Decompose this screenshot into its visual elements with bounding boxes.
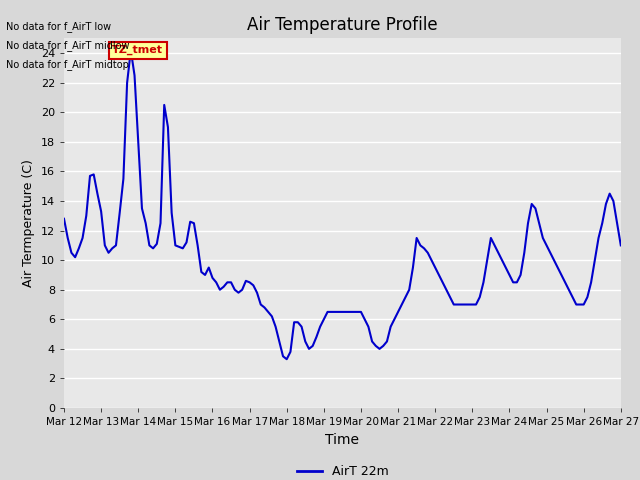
Legend: AirT 22m: AirT 22m [292, 460, 393, 480]
X-axis label: Time: Time [325, 432, 360, 446]
Text: TZ_tmet: TZ_tmet [112, 45, 163, 56]
Text: No data for f_AirT midlow: No data for f_AirT midlow [6, 40, 130, 51]
Y-axis label: Air Termperature (C): Air Termperature (C) [22, 159, 35, 287]
Title: Air Temperature Profile: Air Temperature Profile [247, 16, 438, 34]
Text: No data for f_AirT low: No data for f_AirT low [6, 21, 111, 32]
Text: No data for f_AirT midtop: No data for f_AirT midtop [6, 59, 129, 70]
